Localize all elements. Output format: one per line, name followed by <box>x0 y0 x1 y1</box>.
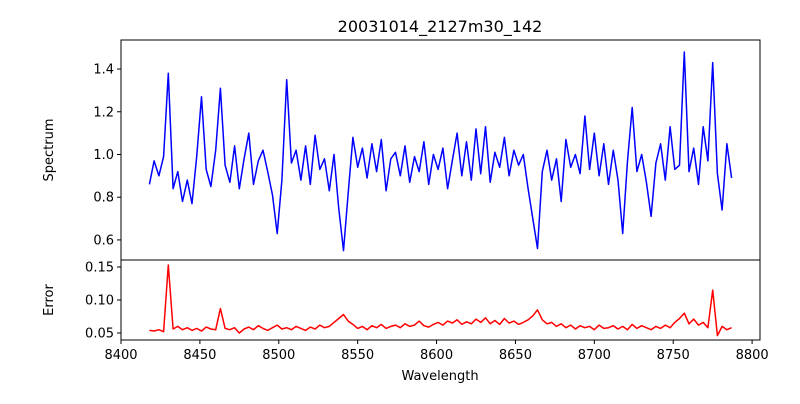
x-tick-label: 8500 <box>262 348 295 363</box>
spectrum-axes-frame <box>120 39 761 261</box>
y-tick-label: 0.05 <box>85 327 114 342</box>
x-tick-label: 8650 <box>499 348 532 363</box>
x-tick-label: 8600 <box>420 348 453 363</box>
x-tick-label: 8750 <box>657 348 690 363</box>
error-line <box>149 264 732 337</box>
y-tick-label: 0.8 <box>93 191 114 206</box>
error-y-axis-label: Error <box>42 284 57 316</box>
x-tick-label: 8800 <box>736 348 769 363</box>
y-tick-label: 0.6 <box>93 233 114 248</box>
spectrum-line <box>148 51 733 252</box>
error-panel: 0.05 0.10 0.15 Error <box>42 259 761 342</box>
x-tick-label: 8400 <box>104 348 137 363</box>
x-tick-label: 8450 <box>183 348 216 363</box>
chart-title: 20031014_2127m30_142 <box>338 17 543 37</box>
error-axes-frame <box>120 259 761 341</box>
y-tick-label: 0.10 <box>85 294 114 309</box>
spectrum-panel: 0.6 0.8 1.0 1.2 1.4 Spectrum <box>42 39 761 261</box>
x-tick-label: 8550 <box>341 348 374 363</box>
y-tick-label: 0.15 <box>85 260 114 275</box>
y-tick-label: 1.2 <box>93 105 114 120</box>
y-tick-label: 1.0 <box>93 148 114 163</box>
x-tick-label: 8700 <box>578 348 611 363</box>
y-tick-label: 1.4 <box>93 63 114 78</box>
x-axis-label: Wavelength <box>401 369 478 384</box>
spectrum-y-axis-label: Spectrum <box>42 119 57 182</box>
